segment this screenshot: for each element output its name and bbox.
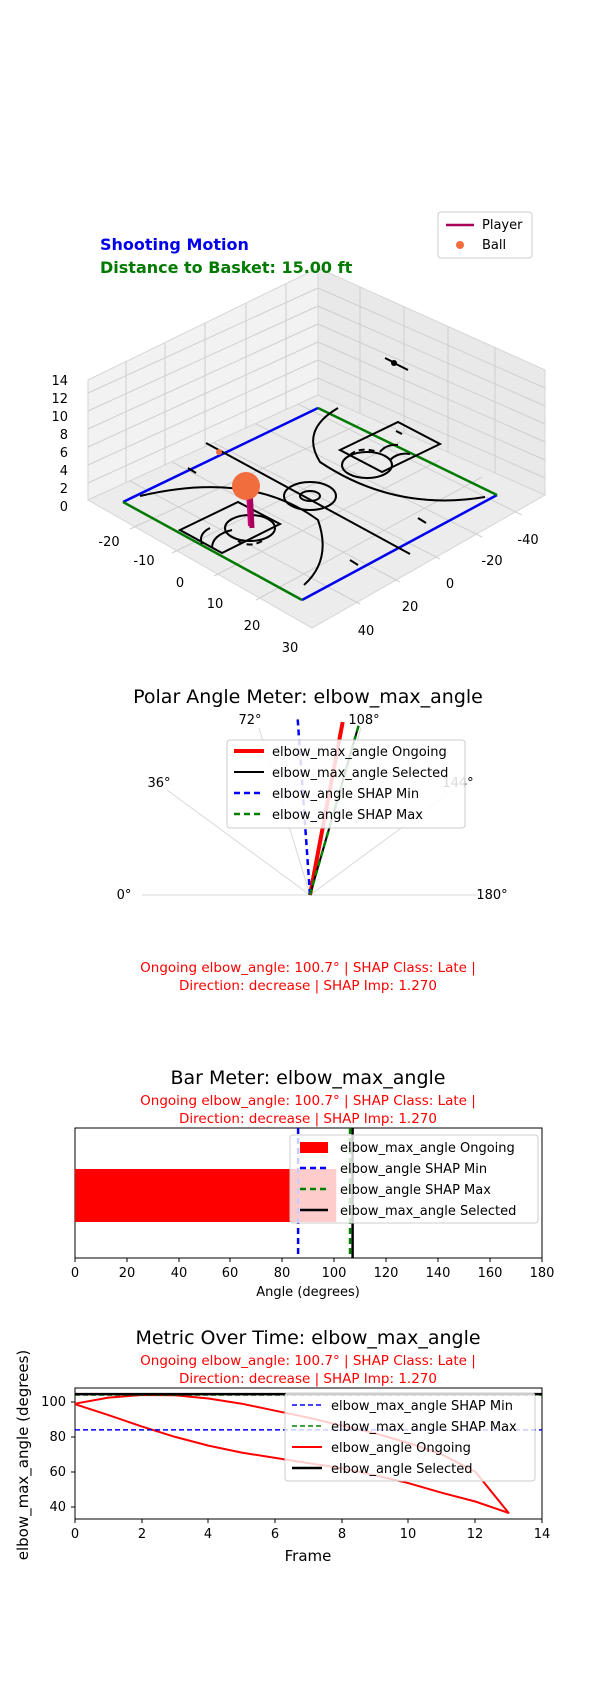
bar-subtitle-line2: Direction: decrease | SHAP Imp: 1.270 <box>179 1111 437 1127</box>
svg-text:12: 12 <box>51 392 68 407</box>
svg-text:10: 10 <box>207 597 224 612</box>
time-series-chart: Metric Over Time: elbow_max_angle Ongoin… <box>14 1327 550 1565</box>
svg-text:20: 20 <box>119 1266 136 1281</box>
svg-text:20: 20 <box>244 619 261 634</box>
court-title-motion: Shooting Motion <box>100 235 249 254</box>
svg-text:8: 8 <box>60 428 68 443</box>
svg-text:0°: 0° <box>117 888 132 903</box>
svg-text:12: 12 <box>467 1527 484 1542</box>
legend-ball-label: Ball <box>482 238 506 253</box>
bar-xlabel: Angle (degrees) <box>256 1285 360 1300</box>
svg-text:elbow_max_angle SHAP Min: elbow_max_angle SHAP Min <box>331 1399 513 1414</box>
svg-text:4: 4 <box>204 1527 212 1542</box>
svg-text:100: 100 <box>41 1395 66 1410</box>
svg-text:180: 180 <box>530 1266 555 1281</box>
y-axis-ticks: -20 -10 0 10 20 30 <box>98 535 298 656</box>
ball-far <box>216 449 222 455</box>
svg-text:0: 0 <box>60 500 68 515</box>
svg-text:160: 160 <box>478 1266 503 1281</box>
svg-text:2: 2 <box>60 482 68 497</box>
svg-text:elbow_angle SHAP Min: elbow_angle SHAP Min <box>272 787 419 802</box>
svg-text:-20: -20 <box>98 535 119 550</box>
svg-text:0: 0 <box>71 1527 79 1542</box>
svg-text:120: 120 <box>374 1266 399 1281</box>
svg-text:-10: -10 <box>133 554 154 569</box>
svg-text:6: 6 <box>271 1527 279 1542</box>
time-x-ticks: 0 2 4 6 8 10 12 14 <box>71 1527 550 1542</box>
svg-text:100: 100 <box>322 1266 347 1281</box>
svg-text:elbow_max_angle Selected: elbow_max_angle Selected <box>340 1204 516 1219</box>
svg-text:-20: -20 <box>481 554 502 569</box>
svg-text:10: 10 <box>51 410 68 425</box>
svg-text:40: 40 <box>49 1500 66 1515</box>
svg-text:36°: 36° <box>147 776 170 791</box>
svg-text:elbow_max_angle Selected: elbow_max_angle Selected <box>272 766 448 781</box>
svg-text:40: 40 <box>358 624 375 639</box>
pane-gridlines <box>87 284 546 605</box>
time-y-ticks: 40 60 80 100 <box>41 1395 66 1515</box>
legend-player-label: Player <box>482 218 523 233</box>
polar-title: Polar Angle Meter: elbow_max_angle <box>133 686 483 708</box>
svg-text:2: 2 <box>138 1527 146 1542</box>
svg-text:60: 60 <box>222 1266 239 1281</box>
svg-text:80: 80 <box>49 1430 66 1445</box>
time-title: Metric Over Time: elbow_max_angle <box>135 1327 480 1349</box>
svg-text:0: 0 <box>446 577 454 592</box>
court-legend: Player Ball <box>437 211 533 259</box>
svg-text:elbow_angle SHAP Max: elbow_angle SHAP Max <box>272 808 423 823</box>
svg-text:6: 6 <box>60 446 68 461</box>
polar-legend: elbow_max_angle Ongoing elbow_max_angle … <box>226 739 466 829</box>
svg-text:180°: 180° <box>476 888 507 903</box>
time-subtitle-line1: Ongoing elbow_angle: 100.7° | SHAP Class… <box>140 1353 476 1369</box>
bar-title: Bar Meter: elbow_max_angle <box>171 1067 446 1089</box>
svg-text:elbow_max_angle SHAP Max: elbow_max_angle SHAP Max <box>331 1420 517 1435</box>
svg-text:108°: 108° <box>348 713 379 728</box>
svg-text:-40: -40 <box>517 533 538 548</box>
svg-text:0: 0 <box>176 576 184 591</box>
svg-text:elbow_max_angle Ongoing: elbow_max_angle Ongoing <box>340 1141 515 1156</box>
svg-text:20: 20 <box>402 600 419 615</box>
ongoing-series-line <box>74 1394 510 1514</box>
svg-text:80: 80 <box>274 1266 291 1281</box>
court-title-distance: Distance to Basket: 15.00 ft <box>100 258 353 277</box>
svg-text:60: 60 <box>49 1465 66 1480</box>
svg-text:elbow_angle Selected: elbow_angle Selected <box>331 1462 473 1477</box>
svg-text:72°: 72° <box>238 713 261 728</box>
time-xlabel: Frame <box>285 1547 332 1565</box>
z-axis-ticks: 0 2 4 6 8 10 12 14 <box>51 374 68 515</box>
pane-floor <box>86 394 547 629</box>
svg-text:14: 14 <box>534 1527 551 1542</box>
svg-text:elbow_angle Ongoing: elbow_angle Ongoing <box>331 1441 471 1456</box>
svg-text:elbow_angle SHAP Min: elbow_angle SHAP Min <box>340 1162 487 1177</box>
time-subtitle-line2: Direction: decrease | SHAP Imp: 1.270 <box>179 1371 437 1387</box>
bar-x-ticks: 0 20 40 60 80 100 120 140 160 180 <box>71 1266 555 1281</box>
svg-text:30: 30 <box>282 641 299 656</box>
svg-text:40: 40 <box>171 1266 188 1281</box>
bar-meter-chart: Bar Meter: elbow_max_angle Ongoing elbow… <box>71 1067 555 1300</box>
x-axis-ticks: -40 -20 0 20 40 <box>358 533 539 639</box>
bar-subtitle-line1: Ongoing elbow_angle: 100.7° | SHAP Class… <box>140 1093 476 1109</box>
court-3d-chart: 0 2 4 6 8 10 12 14 -20 -10 0 10 20 30 -4… <box>51 211 547 656</box>
polar-caption-line1: Ongoing elbow_angle: 100.7° | SHAP Class… <box>140 960 476 976</box>
polar-caption-line2: Direction: decrease | SHAP Imp: 1.270 <box>179 978 437 994</box>
time-ylabel: elbow_max_angle (degrees) <box>14 1350 33 1561</box>
legend-ball-swatch <box>456 241 464 249</box>
polar-meter-chart: Polar Angle Meter: elbow_max_angle 0° 36… <box>117 686 508 994</box>
svg-text:10: 10 <box>400 1527 417 1542</box>
rim-marker <box>391 360 397 366</box>
ball-marker <box>232 472 260 500</box>
svg-text:14: 14 <box>51 374 68 389</box>
svg-text:4: 4 <box>60 464 68 479</box>
svg-text:elbow_max_angle Ongoing: elbow_max_angle Ongoing <box>272 745 447 760</box>
svg-text:elbow_angle SHAP Max: elbow_angle SHAP Max <box>340 1183 491 1198</box>
svg-text:8: 8 <box>338 1527 346 1542</box>
svg-text:0: 0 <box>71 1266 79 1281</box>
svg-text:140: 140 <box>426 1266 451 1281</box>
time-legend: elbow_max_angle SHAP Min elbow_max_angle… <box>284 1392 536 1482</box>
bar-legend: elbow_max_angle Ongoing elbow_angle SHAP… <box>289 1134 539 1224</box>
